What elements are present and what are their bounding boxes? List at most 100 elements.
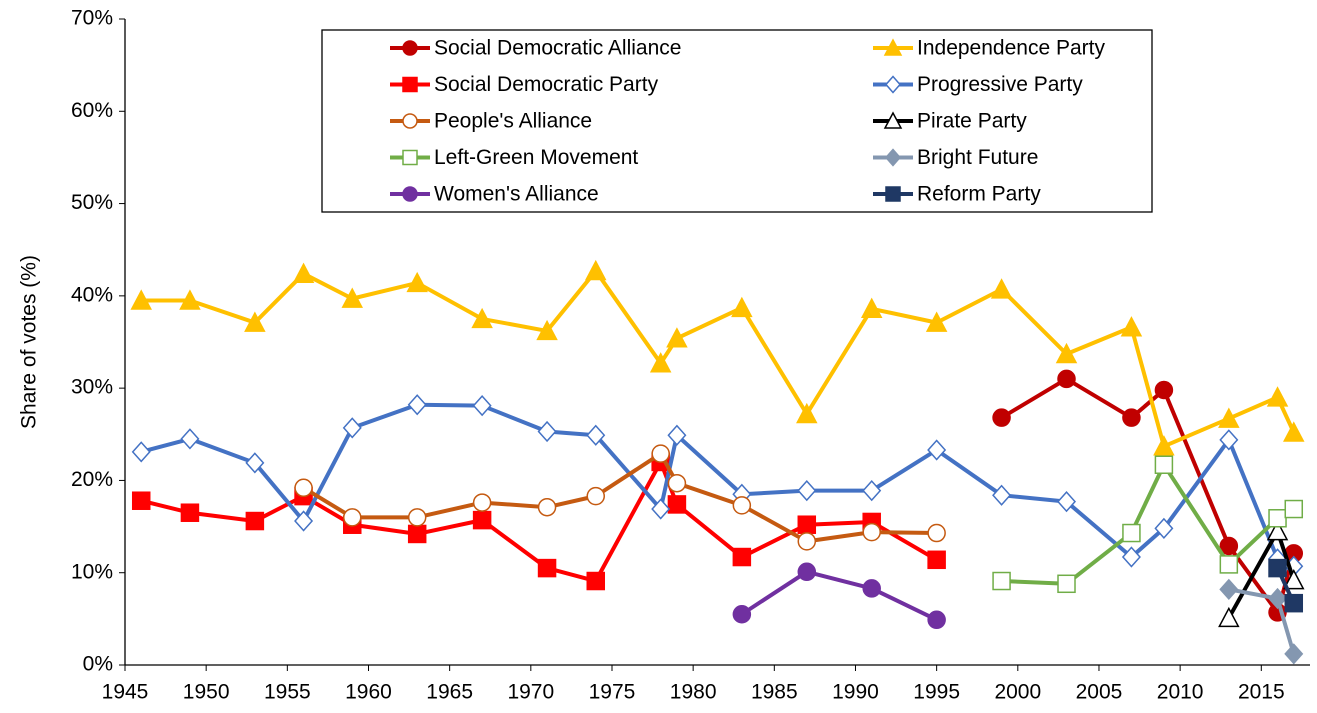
- marker: [667, 473, 687, 493]
- marker: [1120, 316, 1143, 337]
- series: [131, 394, 1304, 577]
- marker: [180, 428, 200, 450]
- marker: [990, 278, 1013, 299]
- x-tick-label: 1945: [102, 681, 149, 704]
- marker: [885, 186, 901, 202]
- marker: [1283, 421, 1305, 442]
- marker: [1219, 536, 1239, 556]
- marker: [883, 38, 903, 56]
- marker: [927, 610, 946, 630]
- x-tick-label: 2010: [1157, 681, 1204, 704]
- marker: [407, 508, 427, 527]
- marker: [667, 495, 687, 514]
- marker: [586, 486, 606, 506]
- marker: [649, 352, 672, 373]
- legend-box: [321, 29, 1153, 213]
- marker: [732, 604, 752, 624]
- marker: [402, 113, 418, 129]
- marker: [1219, 429, 1239, 451]
- marker: [1057, 574, 1076, 594]
- marker: [1268, 587, 1288, 610]
- legend-label: Social Democratic Party: [434, 73, 659, 96]
- marker: [131, 441, 151, 463]
- marker: [586, 571, 606, 591]
- marker: [537, 420, 557, 443]
- marker: [732, 496, 752, 515]
- marker: [343, 508, 362, 527]
- marker: [731, 296, 753, 318]
- marker: [402, 149, 418, 166]
- series: [131, 452, 946, 591]
- series: [1268, 558, 1304, 613]
- legend-label: Progressive Party: [917, 73, 1083, 96]
- legend-label: People's Alliance: [434, 110, 592, 133]
- marker: [651, 444, 670, 463]
- x-tick-label: 1980: [670, 681, 717, 704]
- legend-label: Pirate Party: [917, 110, 1027, 133]
- legend-label: Left-Green Movement: [434, 146, 638, 169]
- marker: [342, 417, 362, 439]
- y-tick-label: 20%: [71, 468, 113, 491]
- x-tick-label: 1965: [426, 681, 473, 704]
- marker: [244, 311, 266, 332]
- marker: [927, 550, 946, 570]
- marker: [407, 394, 427, 416]
- x-tick-label: 1960: [345, 681, 392, 704]
- marker: [1218, 606, 1240, 628]
- marker: [537, 558, 557, 578]
- marker: [341, 287, 364, 308]
- marker: [402, 76, 418, 93]
- marker: [797, 562, 817, 582]
- y-tick-label: 60%: [71, 99, 113, 122]
- series: [130, 259, 1305, 456]
- marker: [472, 510, 492, 530]
- marker: [292, 262, 315, 283]
- y-tick-label: 10%: [71, 560, 113, 583]
- marker: [1266, 386, 1289, 407]
- marker: [294, 478, 313, 498]
- x-tick-label: 2000: [994, 681, 1041, 704]
- marker: [651, 498, 671, 520]
- legend-label: Reform Party: [917, 183, 1041, 206]
- marker: [667, 424, 687, 446]
- marker: [245, 452, 265, 474]
- marker: [472, 493, 492, 512]
- marker: [927, 523, 946, 543]
- legend-label: Independence Party: [917, 37, 1105, 60]
- line: [1001, 462, 1295, 586]
- marker: [1284, 593, 1304, 613]
- marker: [860, 297, 883, 319]
- y-tick-label: 70%: [71, 7, 113, 30]
- legend: Social Democratic Alliance Independence P…: [321, 29, 1153, 213]
- legend-label: Social Democratic Alliance: [434, 37, 681, 60]
- x-tick-label: 1950: [183, 681, 230, 704]
- marker: [1057, 369, 1076, 389]
- series: [1218, 520, 1305, 628]
- marker: [536, 319, 558, 341]
- marker: [925, 311, 948, 332]
- marker: [471, 307, 493, 329]
- marker: [294, 510, 314, 532]
- marker: [1283, 568, 1305, 590]
- marker: [537, 497, 557, 517]
- marker: [1154, 517, 1174, 540]
- series: [294, 444, 946, 551]
- marker: [927, 439, 947, 461]
- marker: [885, 148, 901, 167]
- marker: [797, 532, 817, 551]
- marker: [1121, 546, 1141, 568]
- marker: [1122, 523, 1141, 543]
- y-tick-label: 50%: [71, 191, 113, 214]
- marker: [1268, 509, 1287, 528]
- marker: [862, 522, 881, 542]
- x-tick-label: 1975: [589, 681, 636, 704]
- marker: [131, 491, 151, 510]
- marker: [1284, 499, 1304, 519]
- x-tick-label: 2005: [1076, 681, 1123, 704]
- marker: [796, 402, 818, 424]
- marker: [402, 186, 418, 202]
- marker: [862, 579, 881, 598]
- marker: [1284, 643, 1304, 665]
- marker: [1219, 555, 1239, 574]
- marker: [585, 259, 607, 281]
